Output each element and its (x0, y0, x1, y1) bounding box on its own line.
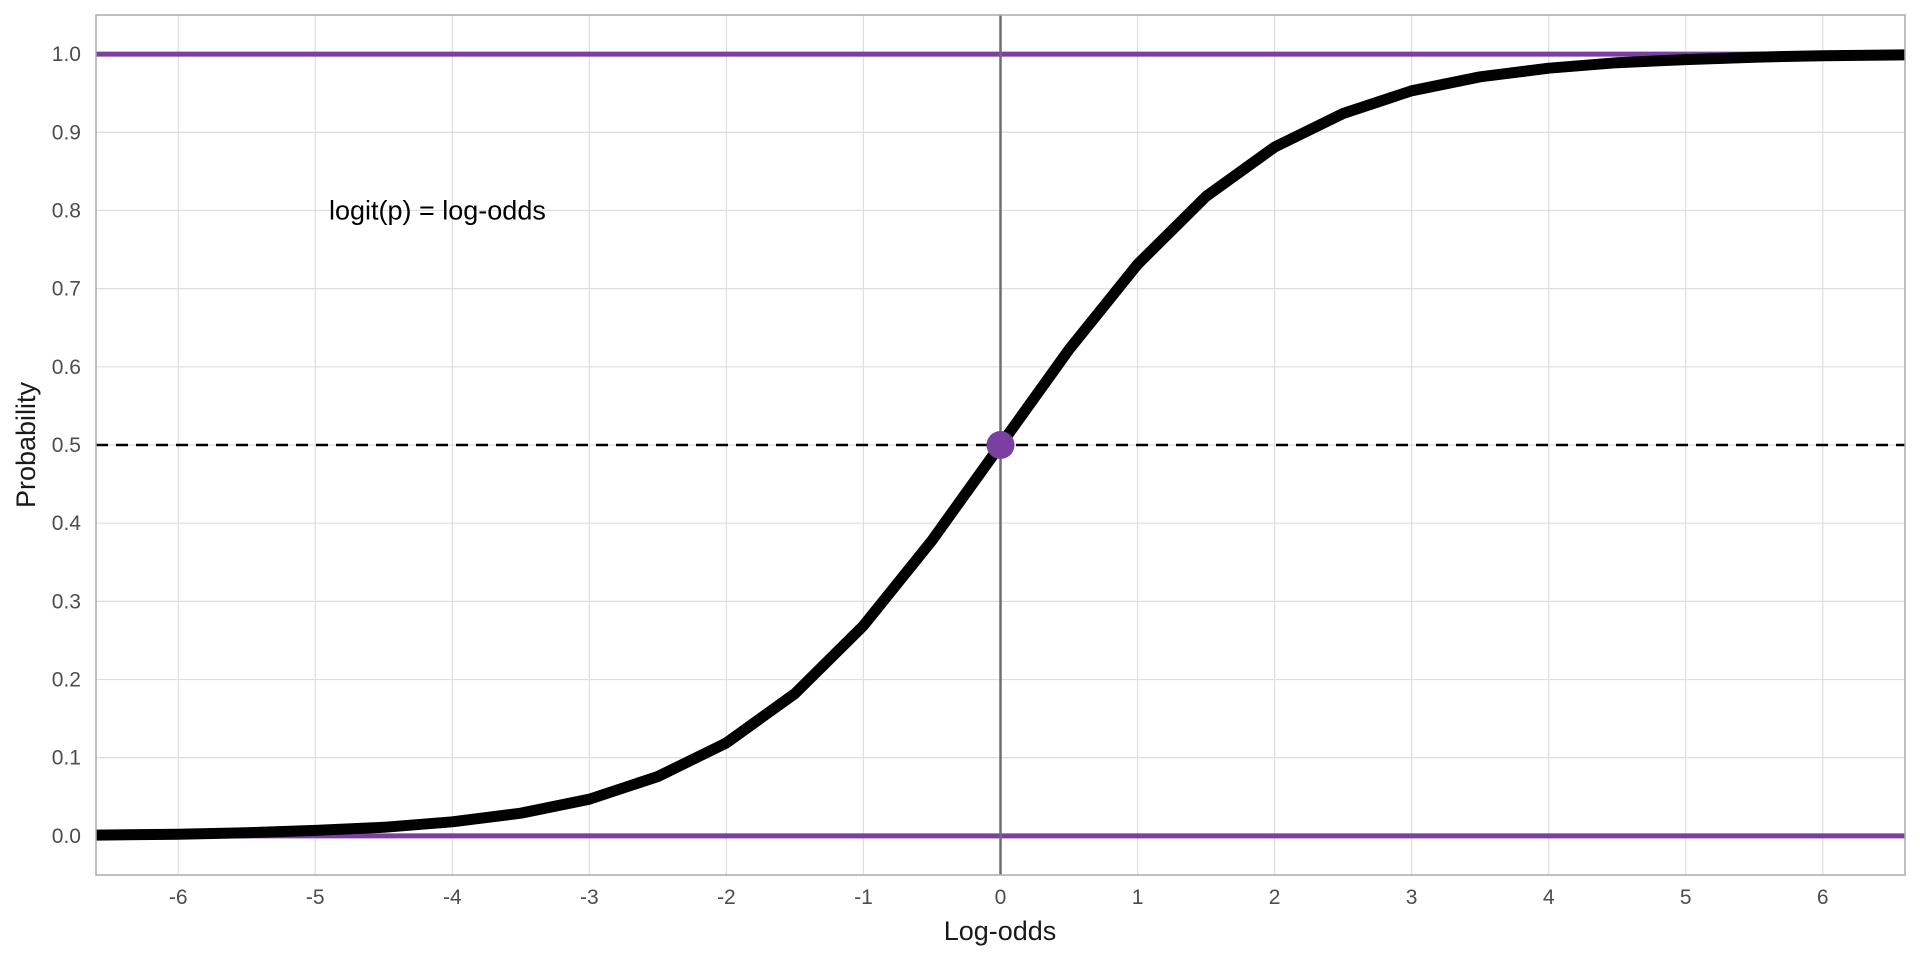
y-tick-label: 0.6 (52, 356, 81, 379)
x-tick-label: -2 (717, 886, 736, 909)
x-tick-label: 5 (1680, 886, 1692, 909)
y-tick-label: 0.1 (52, 747, 81, 770)
x-tick-label: -3 (580, 886, 599, 909)
x-tick-label: -6 (169, 886, 188, 909)
x-tick-label: 0 (995, 886, 1007, 909)
y-tick-label: 0.2 (52, 669, 81, 692)
midpoint-marker (986, 431, 1015, 459)
x-tick-label: -1 (854, 886, 873, 909)
y-axis-tick-labels: 0.0 0.1 0.2 0.3 0.4 0.5 0.6 0.7 0.8 0.9 1.0 (52, 43, 82, 848)
y-axis-title: Probability (11, 381, 41, 508)
x-axis-tick-labels: -6 -5 -4 -3 -2 -1 0 1 2 3 4 5 6 (169, 886, 1829, 909)
x-tick-label: 6 (1817, 886, 1829, 909)
y-tick-label: 0.0 (52, 825, 81, 848)
y-tick-label: 0.5 (52, 434, 81, 457)
x-tick-label: -4 (443, 886, 462, 909)
x-tick-label: 2 (1269, 886, 1281, 909)
annotation-label: logit(p) = log-odds (329, 195, 546, 225)
x-tick-label: 4 (1543, 886, 1555, 909)
plot-border (95, 14, 1906, 876)
y-tick-label: 0.9 (52, 121, 81, 144)
x-tick-label: -5 (306, 886, 325, 909)
y-tick-label: 0.4 (52, 512, 82, 535)
y-tick-label: 0.3 (52, 590, 81, 613)
y-tick-label: 0.7 (52, 278, 81, 301)
x-tick-label: 1 (1132, 886, 1144, 909)
y-tick-label: 0.8 (52, 199, 81, 222)
x-tick-label: 3 (1406, 886, 1418, 909)
y-tick-label: 1.0 (52, 43, 81, 66)
x-axis-title: Log-odds (944, 916, 1057, 946)
